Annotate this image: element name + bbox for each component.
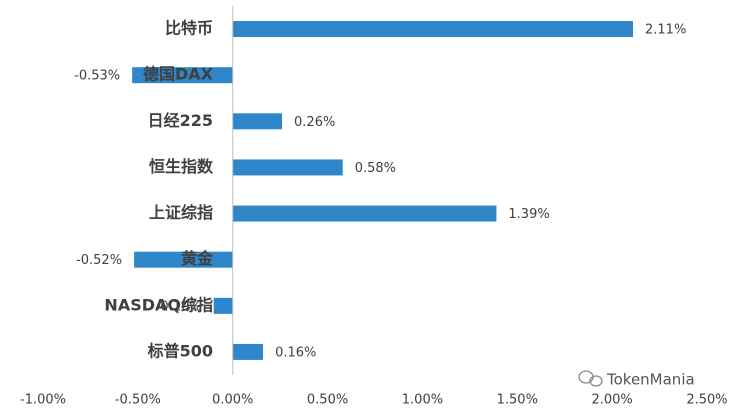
- x-tick-label: 1.50%: [497, 393, 538, 408]
- bar: [232, 159, 343, 176]
- value-label: 0.16%: [275, 345, 316, 360]
- bar: [232, 113, 283, 130]
- bar: [213, 297, 233, 314]
- value-label: 2.11%: [645, 23, 686, 38]
- x-tick-label: 2.00%: [591, 393, 632, 408]
- category-label: 恒生指数: [149, 157, 214, 176]
- bar: [134, 251, 233, 268]
- bar: [232, 343, 264, 360]
- value-label: -0.10%: [156, 299, 202, 314]
- x-tick-label: 0.00%: [212, 393, 253, 408]
- category-label: 上证综指: [149, 203, 213, 222]
- value-label: 1.39%: [508, 207, 549, 222]
- x-tick-label: 1.00%: [402, 393, 443, 408]
- bar: [232, 205, 497, 222]
- category-label: 标普500: [147, 341, 213, 360]
- watermark: TokenMania: [606, 371, 695, 389]
- watermark-icon: [578, 370, 603, 387]
- value-label: -0.52%: [76, 253, 122, 268]
- value-label: -0.53%: [74, 69, 120, 84]
- category-label: NASDAQ综指: [104, 295, 213, 314]
- x-tick-label: 0.50%: [307, 393, 348, 408]
- category-label: 日经225: [148, 111, 213, 130]
- bar: [132, 67, 233, 84]
- category-label: 比特币: [165, 19, 213, 38]
- category-label: 黄金: [181, 249, 214, 268]
- value-label: 0.58%: [355, 161, 396, 176]
- x-tick-label: -0.50%: [115, 393, 161, 408]
- category-label: 德国DAX: [143, 65, 214, 84]
- x-tick-label: -1.00%: [20, 393, 66, 408]
- bar: [232, 21, 634, 38]
- x-tick-label: 2.50%: [686, 393, 727, 408]
- value-label: 0.26%: [294, 115, 335, 130]
